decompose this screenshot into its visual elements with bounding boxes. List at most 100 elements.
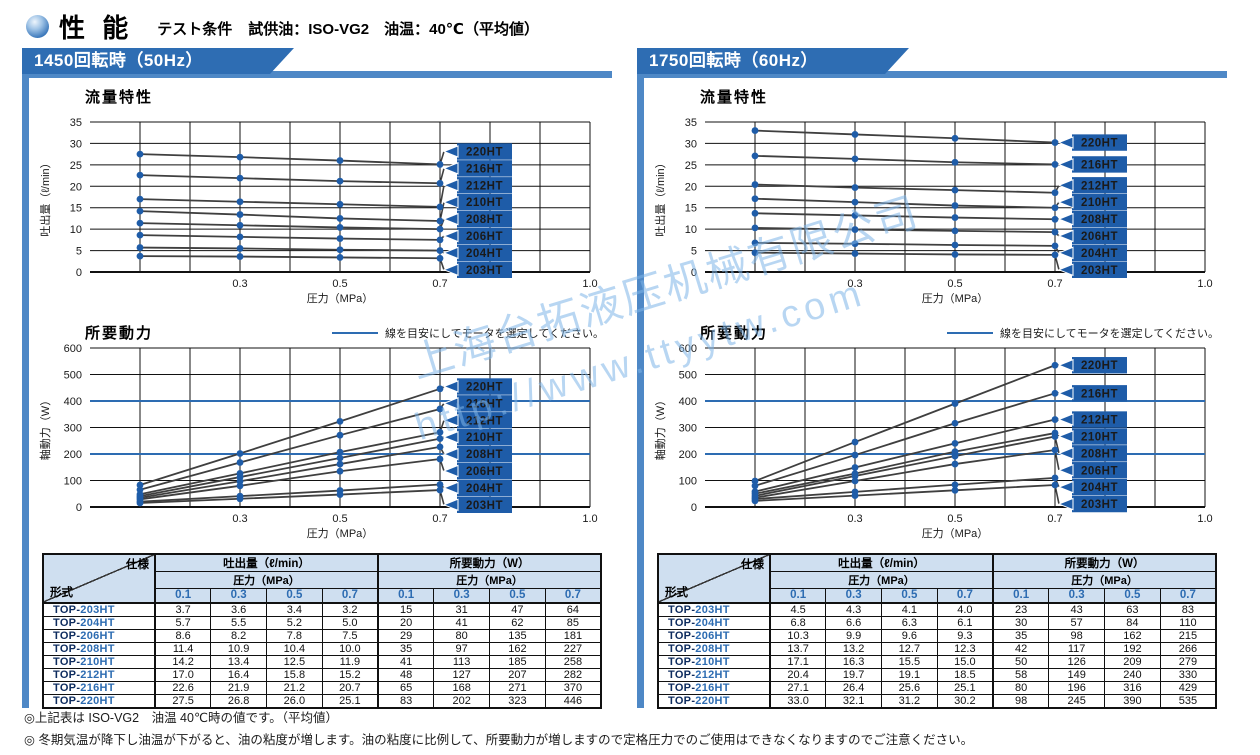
flow-value-cell: 7.5 [321, 628, 379, 643]
corner-spec-label: 仕様 [741, 559, 764, 571]
model-prefix: TOP- [53, 616, 81, 629]
table-row: TOP-210HT 17.1 16.3 15.5 15.0 50 126 209 279 [657, 654, 1217, 669]
table-corner-cell: 仕様 形式 [657, 553, 771, 603]
flow-60hz-chart: 05101520253035220HT216HT212HT210HT208HT2… [653, 117, 1213, 305]
model-prefix: TOP- [668, 694, 696, 707]
model-number: 216HT [695, 681, 730, 694]
page-title: 性 能 [59, 13, 134, 43]
power-value-cell: 62 [489, 615, 546, 630]
power-value-cell: 65 [377, 680, 435, 695]
series-labels: 220HT 216HT 212HT 210HT 208HT 206HT 204HT 203HT [442, 378, 512, 513]
power-value-cell: 41 [377, 654, 435, 669]
pressure-col-header: 0.5 [881, 588, 938, 603]
flow-value-cell: 3.6 [210, 602, 267, 617]
flow-value-cell: 25.1 [321, 693, 379, 708]
model-cell: TOP-206HT [657, 628, 771, 643]
flow-value-cell: 5.5 [210, 615, 267, 630]
power-value-cell: 57 [1048, 615, 1106, 630]
power-60hz-chart: 0100200300400500600220HT216HT212HT210HT2… [653, 343, 1213, 540]
svg-text:0.5: 0.5 [332, 513, 347, 525]
pressure-header: 圧力（MPa） [377, 571, 602, 589]
power-value-cell: 64 [544, 602, 602, 617]
svg-text:204HT: 204HT [1081, 482, 1118, 494]
model-cell: TOP-208HT [42, 641, 156, 656]
power-value-cell: 35 [992, 628, 1050, 643]
svg-text:圧力（MPa）: 圧力（MPa） [307, 527, 374, 540]
model-cell: TOP-220HT [657, 693, 771, 708]
power-value-cell: 215 [1159, 628, 1217, 643]
svg-text:軸動力（W）: 軸動力（W） [38, 395, 52, 460]
table-row: TOP-220HT 27.5 26.8 26.0 25.1 83 202 323 446 [42, 693, 602, 708]
flow-50hz-chart: 05101520253035220HT216HT212HT210HT208HT2… [38, 117, 598, 305]
power-value-cell: 98 [1048, 628, 1106, 643]
svg-text:212HT: 212HT [466, 415, 503, 427]
model-number: 210HT [80, 655, 115, 668]
flow-value-cell: 15.2 [321, 667, 379, 682]
pressure-col-header: 0.1 [377, 588, 435, 603]
svg-text:210HT: 210HT [1081, 197, 1118, 209]
power-value-cell: 98 [992, 693, 1050, 708]
flow-value-cell: 10.4 [266, 641, 323, 656]
svg-text:10: 10 [685, 224, 697, 236]
spec-table: 仕様 形式 吐出量（ℓ/min） 所要動力（W） 圧力（MPa） 圧力（MPa） 0.1 0.… [42, 553, 603, 709]
flow-value-cell: 25.1 [936, 680, 994, 695]
power-group-header: 所要動力（W） [377, 553, 602, 572]
corner-model-label: 形式 [50, 586, 73, 599]
svg-text:0.3: 0.3 [232, 513, 247, 525]
power-value-cell: 227 [544, 641, 602, 656]
svg-text:1.0: 1.0 [1197, 278, 1212, 290]
flow-value-cell: 27.5 [154, 693, 212, 708]
svg-text:212HT: 212HT [466, 180, 503, 192]
banner-tab: 1750回転時（60Hz） [637, 48, 909, 74]
svg-text:35: 35 [70, 117, 82, 129]
power-value-cell: 209 [1104, 654, 1161, 669]
axis-labels: 0.3 0.5 0.7 1.0 圧力（MPa） 吐出量（ℓ/min） [38, 157, 598, 305]
table-body: TOP-203HT 4.5 4.3 4.1 4.0 23 43 63 83 TOP-204HT 6.… [657, 602, 1217, 708]
svg-text:220HT: 220HT [466, 382, 503, 394]
flow-value-cell: 25.6 [881, 680, 938, 695]
flow-value-cell: 33.0 [769, 693, 827, 708]
svg-text:600: 600 [64, 343, 82, 355]
power-value-cell: 126 [1048, 654, 1106, 669]
model-number: 208HT [80, 642, 115, 655]
model-number: 220HT [695, 694, 730, 707]
model-number: 206HT [80, 629, 115, 642]
svg-text:0.3: 0.3 [847, 513, 862, 525]
flow-value-cell: 6.6 [825, 615, 882, 630]
banner-60hz: 1750回転時（60Hz） [637, 48, 1227, 78]
svg-text:0: 0 [76, 502, 82, 514]
table-row: TOP-220HT 33.0 32.1 31.2 30.2 98 245 390 535 [657, 693, 1217, 708]
power-value-cell: 43 [1048, 602, 1106, 617]
model-prefix: TOP- [53, 603, 81, 616]
svg-text:300: 300 [64, 423, 82, 435]
flow-value-cell: 10.3 [769, 628, 827, 643]
svg-text:0: 0 [76, 267, 82, 279]
power-value-cell: 535 [1159, 693, 1217, 708]
flow-value-cell: 15.5 [881, 654, 938, 669]
svg-text:203HT: 203HT [466, 500, 503, 512]
power-value-cell: 266 [1159, 641, 1217, 656]
series-labels: 220HT 216HT 212HT 210HT 208HT 206HT 204HT 203HT [1057, 134, 1127, 278]
flow-value-cell: 4.1 [881, 602, 938, 617]
table-row: TOP-204HT 6.8 6.6 6.3 6.1 30 57 84 110 [657, 615, 1217, 630]
pressure-col-header: 0.3 [433, 588, 491, 603]
svg-text:500: 500 [64, 370, 82, 382]
flow-value-cell: 5.2 [266, 615, 323, 630]
flow-value-cell: 6.3 [881, 615, 938, 630]
flow-value-cell: 6.1 [936, 615, 994, 630]
pressure-col-header: 0.1 [769, 588, 827, 603]
svg-text:圧力（MPa）: 圧力（MPa） [307, 292, 374, 305]
svg-text:600: 600 [679, 343, 697, 355]
flow-value-cell: 5.7 [154, 615, 212, 630]
pressure-col-header: 0.7 [544, 588, 602, 603]
banner-strip [637, 71, 1227, 78]
legend-text: 線を目安にしてモータを選定してください。 [384, 328, 604, 340]
svg-text:15: 15 [685, 203, 697, 215]
model-prefix: TOP- [53, 681, 81, 694]
model-prefix: TOP- [53, 655, 81, 668]
svg-text:210HT: 210HT [466, 197, 503, 209]
power-value-cell: 330 [1159, 667, 1217, 682]
banner-title-60hz: 1750回転時（60Hz） [649, 51, 819, 70]
model-number: 203HT [80, 603, 115, 616]
